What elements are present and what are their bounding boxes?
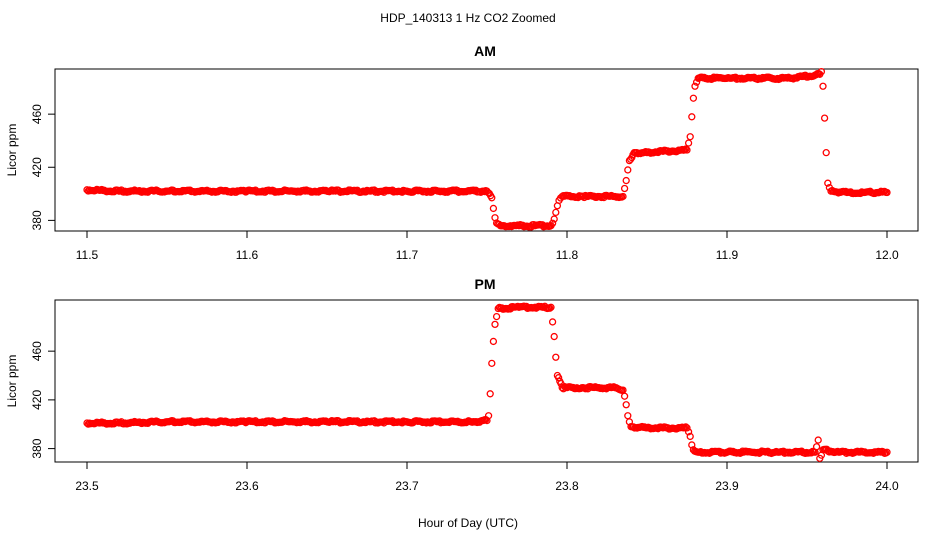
x-tick-label: 24.0 [875,479,899,493]
x-axis-am: 11.5 11.6 11.7 11.8 11.9 12.0 [76,230,899,262]
data-point [483,416,491,425]
data-point [684,428,693,436]
data-point [883,448,891,456]
y-tick-label: 460 [30,104,44,124]
y-tick-label: 420 [30,390,44,410]
data-point [682,145,690,153]
data-point [619,192,627,201]
data-point [622,176,630,185]
data-point [683,146,691,154]
panel-title-am: AM [474,43,496,59]
data-point [688,441,696,449]
data-point [492,312,501,321]
scatter-points-pm [83,302,891,462]
data-point [489,204,498,213]
x-tick-label: 23.9 [715,479,739,493]
panel-title-pm: PM [475,276,496,292]
x-tick-label: 12.0 [875,248,899,262]
data-point [484,412,493,420]
y-axis-label-pm: Licor ppm [5,355,19,408]
data-point [548,318,557,326]
x-axis-pm: 23.5 23.6 23.7 23.8 23.9 24.0 [75,461,899,493]
data-point [489,337,498,346]
data-point [689,94,698,102]
figure-title: HDP_140313 1 Hz CO2 Zoomed [380,11,555,25]
data-point [824,179,832,187]
data-point [686,432,694,441]
x-tick-label: 23.6 [235,479,259,493]
data-point [684,139,693,147]
y-axis-label-am: Licor ppm [5,124,19,177]
data-point [820,114,829,122]
plot-frame-am [54,68,919,232]
data-point [822,149,830,157]
y-axis-pm: 380 420 460 [30,341,56,459]
y-tick-label: 380 [30,210,44,230]
data-point [624,166,632,174]
x-tick-label: 23.7 [395,479,419,493]
data-point [550,332,558,341]
x-tick-label: 11.8 [556,248,579,262]
data-point [812,443,821,451]
panel-am: AM 11.5 11.6 11.7 11.8 11.9 12.0 380 420 460 Li… [5,43,919,262]
x-tick-label: 23.8 [555,479,579,493]
data-point [814,436,822,444]
data-point [883,188,891,197]
scatter-points-am [83,68,891,231]
y-tick-label: 420 [30,157,44,177]
data-point [554,374,563,382]
x-axis-label: Hour of Day (UTC) [418,516,518,530]
x-tick-label: 11.7 [396,248,419,262]
data-point [546,304,554,312]
x-tick-label: 11.5 [76,248,99,262]
panel-pm: PM 23.5 23.6 23.7 23.8 23.9 24.0 380 420 460 Li… [5,276,919,493]
y-axis-am: 380 420 460 [30,104,56,230]
data-point [550,215,558,223]
data-point [691,82,699,90]
data-point [688,113,696,121]
data-point [491,320,499,329]
data-point [680,424,689,432]
data-point [624,412,632,420]
data-point [622,401,630,409]
data-point [486,390,494,398]
y-tick-label: 460 [30,341,44,361]
data-point [686,133,694,141]
data-point [620,184,629,193]
data-point [819,82,827,90]
data-point [488,359,496,367]
plot-frame-pm [54,299,919,463]
x-tick-label: 11.9 [716,248,739,262]
data-point [488,194,496,202]
x-tick-label: 11.6 [236,248,259,262]
data-point [547,303,555,311]
data-point [552,208,560,217]
data-point [817,68,826,76]
x-tick-label: 23.5 [75,479,99,493]
y-tick-label: 380 [30,438,44,458]
data-point [683,424,691,432]
data-point [552,353,560,361]
data-point [680,146,689,154]
data-point [620,392,629,400]
data-point [548,219,557,227]
